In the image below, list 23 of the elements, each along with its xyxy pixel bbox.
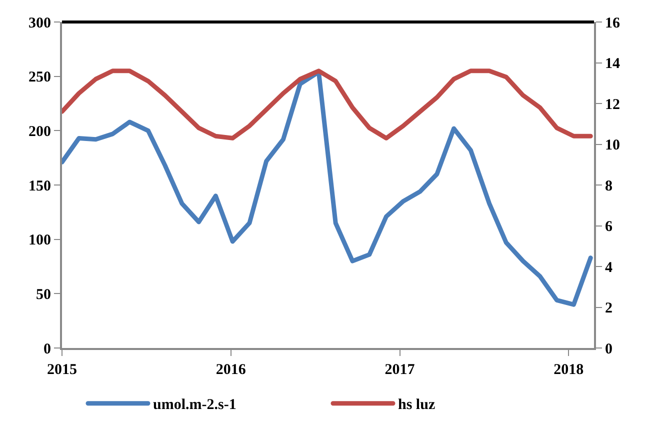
y-tick-label: 300 <box>28 15 51 32</box>
x-tick-label: 2017 <box>384 362 416 378</box>
y-tick-label: 250 <box>28 70 51 86</box>
y2-tick-label: 14 <box>605 56 620 72</box>
line-series <box>62 68 593 140</box>
y-tick-label: 100 <box>28 232 51 249</box>
legend-label: hs luz <box>398 397 436 414</box>
y-tick-label: 150 <box>28 178 51 194</box>
y2-tick-label: 16 <box>605 15 620 32</box>
y2-tick-label: 0 <box>605 341 612 358</box>
y-tick-label: 0 <box>44 341 51 358</box>
x-tick-label: 2015 <box>47 362 77 378</box>
y2-tick-label: 10 <box>605 138 620 154</box>
y-tick-label: 50 <box>36 286 51 303</box>
y2-tick-label: 12 <box>605 96 620 113</box>
y2-tick-label: 4 <box>605 260 613 276</box>
legend-label: umol.m-2.s-1 <box>153 397 236 414</box>
x-tick-label: 2016 <box>216 362 246 378</box>
y-tick-label: 200 <box>28 124 51 140</box>
y2-tick-label: 8 <box>605 178 612 194</box>
y2-tick-label: 6 <box>605 219 613 235</box>
x-tick-label: 2018 <box>554 362 584 378</box>
y2-tick-label: 2 <box>605 300 612 316</box>
